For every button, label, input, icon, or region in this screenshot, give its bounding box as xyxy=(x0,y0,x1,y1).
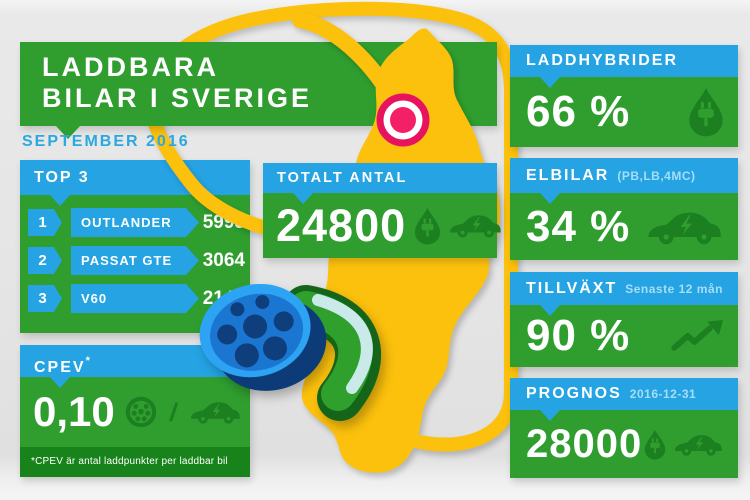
prognos-panel: PROGNOS 2016-12-31 28000 xyxy=(510,378,738,478)
drop-plug-icon xyxy=(689,88,723,137)
elbilar-header: ELBILAR (PB,LB,4MC) xyxy=(510,158,738,204)
cpev-body: 0,10 / xyxy=(20,377,250,447)
totalt-antal-panel: TOTALT ANTAL 24800 xyxy=(263,163,501,258)
cpev-footnote: *CPEV är antal laddpunkter per laddbar b… xyxy=(20,447,250,477)
charging-socket-icon xyxy=(125,396,156,428)
title-line1: LADDBARA xyxy=(42,52,219,82)
elbilar-header-suffix: (PB,LB,4MC) xyxy=(617,168,696,183)
cpev-icons: / xyxy=(125,396,242,428)
tillvaxt-value: 90 % xyxy=(526,311,631,360)
cpev-separator: / xyxy=(167,396,180,427)
laddhybrider-value: 66 % xyxy=(526,87,631,136)
laddhybrider-panel: LADDHYBRIDER 66 % xyxy=(510,45,738,147)
electric-car-icon xyxy=(450,215,501,238)
model-count: 2140 xyxy=(202,287,245,309)
elbilar-panel: ELBILAR (PB,LB,4MC) 34 % xyxy=(510,158,738,260)
growth-arrow-icon xyxy=(671,320,724,351)
rank-badge: 1 xyxy=(28,209,62,236)
prognos-header-label: PROGNOS xyxy=(526,385,622,402)
prognos-header: PROGNOS 2016-12-31 xyxy=(510,378,738,421)
title-panel: LADDBARA BILAR I SVERIGE xyxy=(20,42,497,139)
drop-plug-icon xyxy=(415,207,441,244)
model-badge: OUTLANDER xyxy=(71,208,199,237)
tillvaxt-icons xyxy=(670,320,724,352)
cpev-asterisk: * xyxy=(85,355,92,367)
cpev-panel: CPEV* 0,10 / *CPEV xyxy=(20,345,250,477)
drop-plug-icon xyxy=(644,429,666,460)
laddhybrider-header: LADDHYBRIDER xyxy=(510,45,738,88)
prognos-icons xyxy=(644,429,724,460)
top3-row: 1 OUTLANDER 5995 xyxy=(28,206,245,239)
gotland-island xyxy=(396,386,415,420)
model-badge: PASSAT GTE xyxy=(71,246,199,275)
laddhybrider-header-label: LADDHYBRIDER xyxy=(526,52,678,69)
cpev-value: 0,10 xyxy=(33,388,115,435)
elbilar-value: 34 % xyxy=(526,201,631,251)
title-line2: BILAR I SVERIGE xyxy=(42,83,313,113)
date-label: SEPTEMBER 2016 xyxy=(22,133,190,150)
laddhybrider-icons xyxy=(688,87,724,137)
electric-car-icon xyxy=(190,402,240,424)
elbilar-icons xyxy=(644,208,724,246)
electric-car-icon xyxy=(674,434,722,456)
top3-header: TOP 3 xyxy=(20,160,250,206)
tillvaxt-panel: TILLVÄXT Senaste 12 mån 90 % xyxy=(510,272,738,367)
model-count: 3064 xyxy=(202,249,245,271)
cable-bottom-arc xyxy=(337,385,519,452)
top3-row: 2 PASSAT GTE 3064 xyxy=(28,244,245,277)
prognos-body: 28000 xyxy=(510,410,738,478)
elbilar-header-label: ELBILAR xyxy=(526,166,610,184)
totalt-icons xyxy=(414,207,503,245)
totalt-antal-value: 24800 xyxy=(276,200,407,251)
plug-handle xyxy=(283,285,382,421)
rank-badge: 2 xyxy=(28,247,62,274)
model-count: 5995 xyxy=(202,211,245,233)
tillvaxt-header-label: TILLVÄXT xyxy=(526,279,618,297)
rank-badge: 3 xyxy=(28,285,62,312)
top3-row: 3 V60 2140 xyxy=(28,282,245,315)
model-badge: V60 xyxy=(71,284,199,313)
cpev-header-label: CPEV xyxy=(34,359,86,376)
tillvaxt-header: TILLVÄXT Senaste 12 mån xyxy=(510,272,738,316)
tillvaxt-header-suffix: Senaste 12 mån xyxy=(625,281,723,296)
prognos-header-suffix: 2016-12-31 xyxy=(629,387,697,401)
top3-body: 1 OUTLANDER 5995 2 PASSAT GTE 3064 3 V60… xyxy=(20,195,250,333)
prognos-value: 28000 xyxy=(526,422,643,466)
top3-panel: TOP 3 1 OUTLANDER 5995 2 PASSAT GTE 3064… xyxy=(20,160,250,333)
cpev-header: CPEV* xyxy=(20,345,250,388)
elbilar-body: 34 % xyxy=(510,193,738,260)
laddhybrider-body: 66 % xyxy=(510,77,738,147)
electric-car-icon xyxy=(648,212,721,244)
totalt-antal-header: TOTALT ANTAL xyxy=(263,163,497,204)
